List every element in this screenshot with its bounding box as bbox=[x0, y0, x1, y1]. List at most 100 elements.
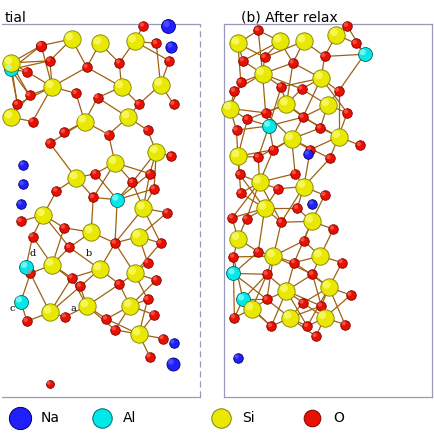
Point bbox=[146, 170, 153, 177]
Point bbox=[59, 128, 66, 135]
Point bbox=[46, 140, 53, 147]
Point bbox=[227, 213, 234, 220]
Point bbox=[347, 292, 354, 299]
Point bbox=[53, 187, 60, 194]
Point bbox=[337, 258, 344, 265]
Point bbox=[309, 414, 316, 421]
Point bbox=[266, 122, 273, 129]
Point bbox=[262, 109, 269, 116]
Text: (b) After relax: (b) After relax bbox=[241, 11, 338, 25]
Point bbox=[233, 353, 240, 360]
Point bbox=[243, 215, 250, 222]
Point bbox=[253, 247, 260, 254]
Point bbox=[149, 184, 156, 191]
Point bbox=[29, 118, 36, 125]
Point bbox=[145, 352, 152, 359]
Point bbox=[131, 38, 138, 45]
Point bbox=[299, 114, 306, 121]
Point bbox=[103, 316, 110, 322]
Point bbox=[131, 270, 138, 277]
Point bbox=[138, 21, 145, 28]
Point bbox=[169, 360, 176, 367]
Point bbox=[246, 303, 253, 310]
Point bbox=[91, 169, 98, 176]
Point bbox=[234, 355, 241, 362]
Point bbox=[68, 36, 75, 43]
Point bbox=[105, 131, 112, 138]
Point bbox=[170, 339, 177, 346]
Point bbox=[94, 263, 101, 270]
Point bbox=[335, 88, 342, 95]
Point bbox=[314, 250, 321, 257]
Point bbox=[218, 414, 225, 421]
Point bbox=[329, 224, 335, 231]
Point bbox=[236, 188, 243, 195]
Point bbox=[151, 39, 158, 46]
Point bbox=[298, 85, 305, 92]
Point bbox=[248, 306, 255, 312]
Point bbox=[308, 218, 315, 225]
Point bbox=[94, 94, 101, 101]
Point bbox=[283, 101, 290, 108]
Point bbox=[7, 114, 14, 121]
Point bbox=[164, 56, 171, 63]
Point bbox=[159, 335, 166, 342]
Point bbox=[140, 23, 147, 30]
Point bbox=[26, 269, 33, 276]
Text: c: c bbox=[10, 304, 15, 312]
Point bbox=[6, 64, 13, 71]
Point bbox=[163, 20, 170, 27]
Point bbox=[255, 27, 262, 34]
Point bbox=[46, 81, 53, 88]
Point bbox=[298, 112, 305, 119]
Point bbox=[46, 309, 53, 316]
Point bbox=[302, 322, 309, 329]
Point bbox=[274, 185, 281, 192]
Point bbox=[59, 223, 66, 230]
Point bbox=[304, 323, 311, 330]
Point bbox=[232, 233, 239, 240]
Point bbox=[17, 201, 24, 207]
Point bbox=[92, 170, 99, 177]
Point bbox=[237, 79, 244, 86]
Text: b: b bbox=[86, 250, 92, 258]
Point bbox=[278, 83, 285, 90]
Point bbox=[234, 40, 241, 47]
Point bbox=[156, 238, 163, 245]
Point bbox=[81, 118, 88, 125]
Point bbox=[18, 180, 25, 187]
Point bbox=[168, 153, 175, 160]
Point bbox=[255, 154, 262, 161]
Point bbox=[280, 98, 287, 105]
Point bbox=[151, 275, 158, 282]
Point bbox=[16, 296, 23, 303]
Point bbox=[243, 115, 250, 122]
Point bbox=[157, 81, 164, 88]
Point bbox=[232, 37, 239, 44]
Point bbox=[317, 125, 324, 132]
Point bbox=[145, 169, 152, 176]
Point bbox=[319, 312, 326, 319]
Point bbox=[22, 67, 29, 74]
Point bbox=[45, 56, 52, 63]
Point bbox=[83, 64, 90, 71]
Point bbox=[234, 235, 241, 242]
Point bbox=[321, 314, 328, 321]
Point bbox=[326, 155, 333, 162]
Point bbox=[316, 301, 323, 308]
Point bbox=[274, 35, 281, 42]
Point bbox=[38, 42, 45, 49]
Point bbox=[322, 99, 329, 106]
Point bbox=[357, 142, 364, 149]
Text: O: O bbox=[333, 411, 344, 424]
Point bbox=[236, 78, 243, 85]
Point bbox=[85, 226, 92, 233]
Point bbox=[230, 270, 237, 277]
Point bbox=[342, 21, 349, 28]
Point bbox=[276, 38, 283, 45]
Point bbox=[115, 279, 122, 286]
Point bbox=[230, 86, 237, 93]
Point bbox=[37, 209, 44, 216]
Point bbox=[116, 59, 123, 66]
Point bbox=[294, 205, 301, 212]
